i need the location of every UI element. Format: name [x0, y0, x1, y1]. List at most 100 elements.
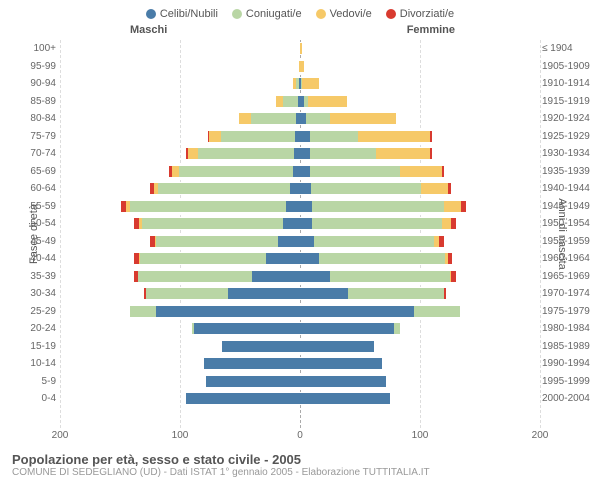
bar-segment	[293, 165, 300, 178]
female-bar	[300, 270, 456, 283]
x-tick: 100	[172, 430, 189, 441]
bar-segment	[300, 165, 310, 178]
male-bar	[222, 340, 300, 353]
gender-headers: Maschi Femmine	[0, 24, 600, 40]
female-bar	[300, 217, 456, 230]
age-label: 20-24	[20, 323, 56, 334]
bar-segment	[376, 147, 430, 160]
pyramid-row: 60-641940-1944	[60, 180, 540, 198]
pyramid-row: 100+≤ 1904	[60, 40, 540, 58]
chart-area: Fasce di età Anni di nascita 100+≤ 19049…	[0, 40, 600, 428]
header-male: Maschi	[130, 24, 167, 36]
bar-segment	[228, 287, 300, 300]
bar-segment	[300, 357, 382, 370]
bar-segment	[251, 112, 297, 125]
bar-segment	[179, 165, 293, 178]
bar-segment	[319, 252, 445, 265]
male-bar	[186, 392, 300, 405]
bar-segment	[310, 130, 358, 143]
legend-item: Coniugati/e	[232, 8, 302, 20]
year-label: 1965-1969	[542, 271, 598, 282]
bar-segment	[156, 235, 278, 248]
bar-segment	[330, 112, 396, 125]
x-tick: 0	[297, 430, 303, 441]
bar-segment	[308, 95, 346, 108]
footer: Popolazione per età, sesso e stato civil…	[0, 446, 600, 478]
bar-segment	[300, 182, 311, 195]
female-bar	[300, 60, 304, 73]
bar-segment	[448, 182, 452, 195]
pyramid-row: 80-841920-1924	[60, 110, 540, 128]
bar-segment	[283, 217, 300, 230]
male-bar	[121, 200, 300, 213]
bar-segment	[194, 322, 300, 335]
female-bar	[300, 392, 390, 405]
bar-segment	[286, 200, 300, 213]
chart-subtitle: COMUNE DI SEDEGLIANO (UD) - Dati ISTAT 1…	[12, 467, 588, 478]
age-label: 25-29	[20, 306, 56, 317]
pyramid-row: 10-141990-1994	[60, 355, 540, 373]
year-label: 1960-1964	[542, 253, 598, 264]
bar-segment	[300, 235, 314, 248]
female-bar	[300, 182, 451, 195]
bar-segment	[358, 130, 430, 143]
pyramid-row: 55-591945-1949	[60, 198, 540, 216]
age-label: 60-64	[20, 183, 56, 194]
bar-segment	[252, 270, 300, 283]
bar-segment	[300, 340, 374, 353]
year-label: 1995-1999	[542, 376, 598, 387]
male-bar	[134, 270, 300, 283]
x-axis: 2001000100200	[60, 430, 540, 446]
pyramid-row: 45-491955-1959	[60, 233, 540, 251]
age-label: 45-49	[20, 236, 56, 247]
bar-segment	[278, 235, 300, 248]
male-bar	[130, 305, 300, 318]
year-label: 1990-1994	[542, 358, 598, 369]
age-label: 90-94	[20, 78, 56, 89]
pyramid-row: 0-42000-2004	[60, 390, 540, 408]
male-bar	[134, 217, 300, 230]
female-bar	[300, 322, 400, 335]
bar-segment	[276, 95, 283, 108]
male-bar	[293, 77, 300, 90]
bar-segment	[142, 217, 284, 230]
female-bar	[300, 287, 446, 300]
bar-segment	[172, 165, 179, 178]
year-label: 1970-1974	[542, 288, 598, 299]
age-label: 80-84	[20, 113, 56, 124]
pyramid-row: 70-741930-1934	[60, 145, 540, 163]
bar-segment	[430, 130, 432, 143]
male-bar	[206, 375, 300, 388]
year-label: 1935-1939	[542, 166, 598, 177]
pyramid-row: 90-941910-1914	[60, 75, 540, 93]
age-label: 30-34	[20, 288, 56, 299]
male-bar	[134, 252, 300, 265]
age-label: 35-39	[20, 271, 56, 282]
bar-segment	[300, 252, 319, 265]
female-bar	[300, 95, 347, 108]
bar-segment	[300, 322, 394, 335]
bar-segment	[300, 392, 390, 405]
bar-segment	[300, 200, 312, 213]
bar-segment	[439, 235, 444, 248]
year-label: ≤ 1904	[542, 43, 598, 54]
female-bar	[300, 42, 302, 55]
bar-segment	[300, 305, 414, 318]
x-tick: 200	[532, 430, 549, 441]
year-label: 1975-1979	[542, 306, 598, 317]
age-label: 50-54	[20, 218, 56, 229]
pyramid-row: 40-441960-1964	[60, 250, 540, 268]
bar-segment	[290, 182, 300, 195]
legend-item: Divorziati/e	[386, 8, 454, 20]
bar-segment	[444, 287, 446, 300]
bar-segment	[300, 270, 330, 283]
year-label: 1920-1924	[542, 113, 598, 124]
legend-dot	[232, 9, 242, 19]
bar-segment	[306, 112, 330, 125]
pyramid-row: 30-341970-1974	[60, 285, 540, 303]
legend-dot	[146, 9, 156, 19]
bar-segment	[310, 147, 376, 160]
year-label: 1940-1944	[542, 183, 598, 194]
age-label: 0-4	[20, 393, 56, 404]
pyramid-row: 25-291975-1979	[60, 303, 540, 321]
